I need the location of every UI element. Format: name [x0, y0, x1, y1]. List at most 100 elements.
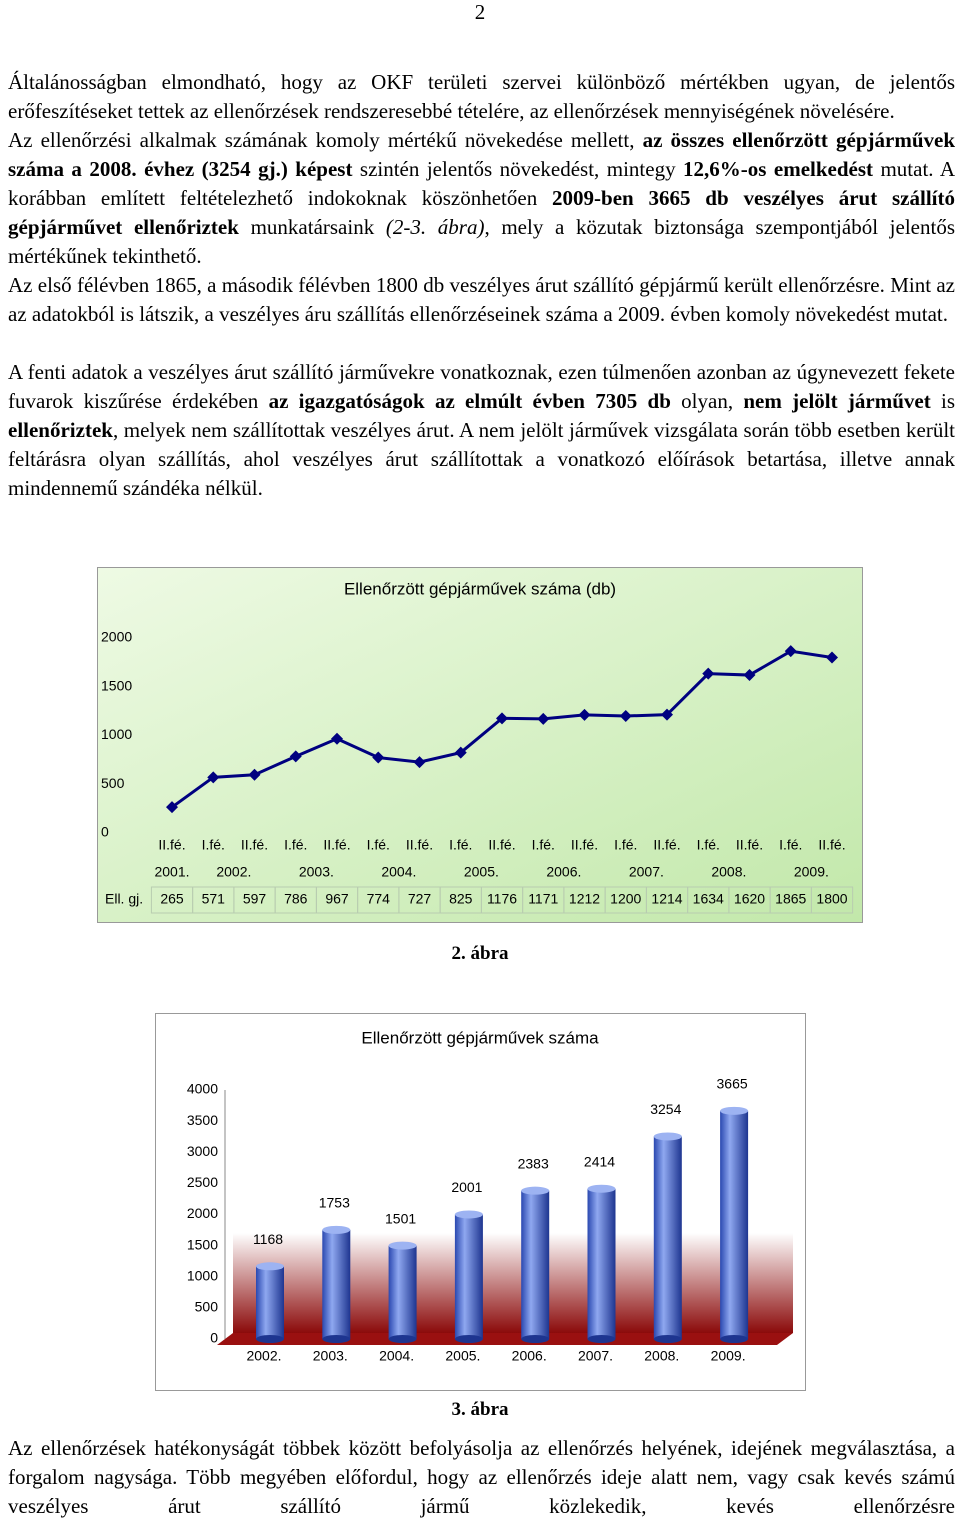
line-chart: Ellenőrzött gépjárművek száma (db) Ell. … — [97, 567, 863, 923]
table-cell — [810, 886, 854, 914]
x-tick-label: 2003. — [313, 1348, 348, 1364]
bar-body — [587, 1188, 616, 1339]
table-value: 571 — [202, 891, 226, 907]
data-point — [619, 710, 632, 722]
text-run: az igazgatóságok az elmúlt évben 7305 db — [268, 389, 671, 413]
table-value: 1212 — [569, 891, 600, 907]
text-run: 2009-ben 3665 db veszélyes árut szállító… — [8, 186, 955, 239]
year-label: 2008. — [711, 864, 746, 880]
bar-base — [720, 1335, 749, 1343]
data-point — [331, 732, 343, 745]
caption: 3. ábra — [451, 1399, 509, 1420]
text-run: olyan, — [670, 389, 744, 413]
table-value: 265 — [160, 891, 184, 907]
x-tick-label: I.fé. — [697, 837, 720, 853]
chart-title: Ellenőrzött gépjárművek száma (db) — [344, 579, 616, 598]
y-tick-label: 2000 — [187, 1205, 218, 1221]
x-tick-label: 2009. — [711, 1348, 746, 1364]
data-point — [743, 669, 756, 682]
bar-base — [521, 1335, 550, 1343]
bar-top — [388, 1241, 417, 1250]
y-tick-label: 3000 — [187, 1143, 218, 1159]
bar — [587, 1184, 616, 1343]
text-run: ellenőriztek — [8, 418, 113, 442]
value-label: 1168 — [253, 1231, 283, 1247]
data-point — [166, 801, 178, 814]
chart-background — [97, 567, 863, 923]
bar — [388, 1241, 417, 1343]
data-point — [248, 768, 261, 781]
x-tick-label: 2006. — [512, 1348, 547, 1364]
closing-paragraph: Az ellenőrzések hatékonyságát többek köz… — [8, 1436, 955, 1518]
bar-top — [256, 1262, 284, 1271]
chart-wall — [233, 1233, 793, 1333]
paragraph: Az első félévben 1865, a második félévbe… — [8, 271, 955, 329]
y-tick-label: 3500 — [187, 1112, 218, 1128]
y-tick-label: 4000 — [187, 1081, 218, 1097]
data-point — [826, 651, 838, 664]
text-run: , melyek nem szállítottak veszélyes árut… — [8, 418, 955, 500]
bar — [454, 1210, 483, 1343]
data-point — [372, 751, 385, 764]
table-value: 1200 — [610, 891, 641, 907]
x-tick-label: I.fé. — [449, 837, 472, 853]
bar-top — [322, 1225, 351, 1234]
x-tick-label: 2007. — [578, 1348, 613, 1364]
text-run: , mely a közutak biztonsága szempontjábó… — [8, 215, 955, 268]
text-run: (2-3. ábra) — [385, 215, 485, 239]
data-point — [454, 746, 467, 759]
text-run: is — [930, 389, 956, 413]
y-tick-label: 2500 — [187, 1174, 218, 1190]
bar-body — [720, 1110, 749, 1339]
table-value: 1620 — [734, 891, 765, 907]
data-point — [702, 667, 715, 680]
y-tick-label: 500 — [101, 775, 125, 791]
y-tick-label: 1500 — [187, 1236, 218, 1252]
table-value: 825 — [449, 891, 473, 907]
bar — [653, 1132, 682, 1343]
text-run: Az első félévben 1865, a második félévbe… — [8, 273, 955, 326]
value-label: 2414 — [584, 1153, 615, 1169]
chart-floor — [217, 1333, 793, 1345]
bar-base — [256, 1335, 284, 1343]
table-row-label: Ell. gj. — [105, 891, 143, 907]
bar-top — [454, 1210, 483, 1219]
bar-body — [256, 1266, 284, 1339]
text-run: A fenti adatok a veszélyes árut szállító… — [8, 360, 955, 413]
table-value: 786 — [284, 891, 308, 907]
bar-top — [653, 1132, 682, 1141]
bar — [720, 1106, 749, 1343]
value-label: 1753 — [319, 1195, 350, 1211]
x-tick-label: II.fé. — [406, 837, 433, 853]
table-value: 774 — [367, 891, 391, 907]
x-tick-label: I.fé. — [367, 837, 390, 853]
table-value: 1800 — [816, 891, 847, 907]
bar-base — [587, 1335, 616, 1343]
data-point — [784, 645, 797, 658]
bar-body — [322, 1229, 351, 1339]
value-label: 3254 — [650, 1101, 681, 1117]
bar — [521, 1186, 550, 1343]
data-point — [413, 756, 426, 769]
bar — [322, 1225, 351, 1343]
table-value: 1214 — [651, 891, 682, 907]
bar-top — [587, 1184, 616, 1193]
bar-body — [388, 1245, 417, 1339]
y-tick-label: 1000 — [101, 726, 132, 742]
bar-body — [653, 1136, 682, 1339]
text-run: 12,6%-os emelkedést — [683, 157, 874, 181]
y-tick-label: 0 — [210, 1330, 218, 1346]
x-tick-label: I.fé. — [779, 837, 802, 853]
year-label: 2005. — [464, 864, 499, 880]
text-run: az összes ellenőrzött gépjárművek száma … — [8, 128, 955, 181]
text-run: Általánosságban elmondható, hogy az OKF … — [8, 70, 955, 123]
x-tick-label: 2004. — [379, 1348, 414, 1364]
caption: 2. ábra — [451, 943, 509, 964]
data-point — [289, 750, 302, 763]
text-run: Az ellenőrzési alkalmak számának komoly … — [8, 128, 643, 152]
x-tick-label: II.fé. — [818, 837, 845, 853]
x-tick-label: 2008. — [644, 1348, 679, 1364]
table-value: 1176 — [487, 891, 517, 907]
x-tick-label: I.fé. — [532, 837, 555, 853]
y-tick-label: 1500 — [101, 677, 132, 693]
